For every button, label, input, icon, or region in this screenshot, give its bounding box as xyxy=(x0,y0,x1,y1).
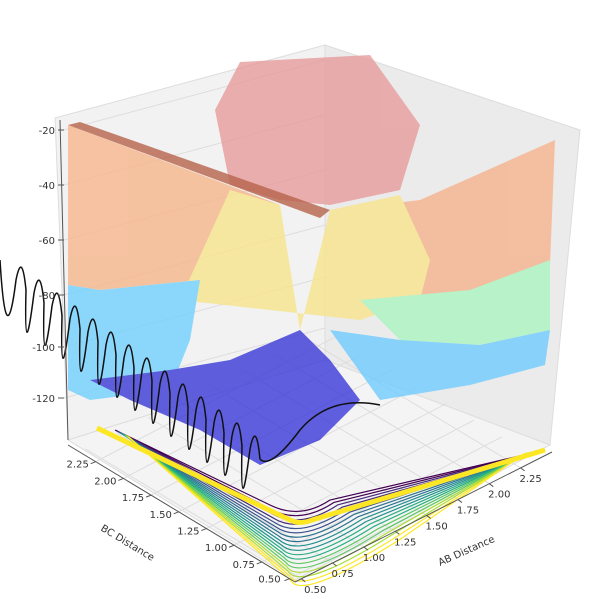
y-tick xyxy=(118,477,124,481)
contour-line xyxy=(124,434,531,565)
contour-outer-line xyxy=(95,425,546,525)
x-axis-label: AB Distance xyxy=(437,534,497,569)
y-tick-label: 1.25 xyxy=(177,527,199,538)
y-tick-label: 1.75 xyxy=(122,493,144,504)
y-tick xyxy=(284,578,290,582)
x-tick-label: 2.00 xyxy=(488,490,510,501)
trajectory-line xyxy=(0,259,381,489)
z-tick-label: -60 xyxy=(39,236,55,247)
x-tick-label: 2.25 xyxy=(520,474,542,485)
y-tick xyxy=(201,528,207,532)
x-grid-line xyxy=(147,416,365,548)
contour-line xyxy=(128,436,525,587)
surface-valley xyxy=(90,330,360,465)
z-tick-label: -20 xyxy=(39,126,55,137)
contour-line xyxy=(123,433,533,560)
x-tick-label: 0.50 xyxy=(304,585,326,596)
z-tick-label: -100 xyxy=(32,343,55,354)
y-tick-label: 2.25 xyxy=(67,460,89,471)
x-tick-label: 1.25 xyxy=(394,537,416,548)
y-tick-label: 2.00 xyxy=(94,476,116,487)
x-tick xyxy=(394,530,400,535)
y-tick xyxy=(228,544,235,548)
x-tick xyxy=(489,483,494,488)
y-grid-line xyxy=(178,386,419,513)
x-tick xyxy=(520,467,525,472)
bc-axis-line xyxy=(67,444,296,583)
contour-line xyxy=(126,435,528,578)
x-tick-label: 1.50 xyxy=(426,521,448,532)
z-tick-label: -80 xyxy=(39,291,55,302)
contour-line xyxy=(121,432,536,547)
contour-line xyxy=(125,434,530,569)
x-tick xyxy=(363,546,369,551)
y-tick xyxy=(90,461,96,465)
contour-line xyxy=(118,431,540,534)
y-tick-label: 0.75 xyxy=(233,560,255,571)
x-tick-label: 1.75 xyxy=(457,506,479,517)
x-tick xyxy=(332,562,337,567)
y-grid-line xyxy=(206,403,447,529)
x-tick-label: 1.00 xyxy=(363,553,385,564)
z-tick-label: -40 xyxy=(39,181,55,192)
y-axis-label: BC Distance xyxy=(98,523,156,564)
z-axis-line xyxy=(59,119,69,441)
contour-line xyxy=(119,431,538,538)
x-tick xyxy=(457,499,463,503)
contour-line xyxy=(114,429,546,513)
y-tick xyxy=(145,494,152,498)
surface-green-band xyxy=(360,260,550,345)
y-tick-label: 1.50 xyxy=(150,510,172,521)
x-tick-label: 0.75 xyxy=(331,569,353,580)
surface-blue-band-right xyxy=(330,330,550,400)
y-tick xyxy=(256,561,262,565)
contour-line xyxy=(120,432,537,543)
y-tick xyxy=(173,511,179,515)
surface-mid-band xyxy=(180,190,430,330)
surface-blue-band-left xyxy=(68,280,200,400)
trajectory-path xyxy=(0,259,381,489)
contour-lines xyxy=(95,425,546,587)
surface-top-band xyxy=(215,55,420,205)
x-tick xyxy=(426,515,431,519)
contour-line xyxy=(125,435,529,573)
y-tick-label: 1.00 xyxy=(205,543,227,554)
y-tick-label: 0.50 xyxy=(258,575,280,586)
surface-back-edge xyxy=(68,122,330,218)
contour-line xyxy=(127,435,527,582)
z-tick-label: -120 xyxy=(32,394,55,405)
contour-line xyxy=(122,433,534,556)
contour-line xyxy=(121,433,535,551)
x-tick xyxy=(300,578,306,583)
y-grid-line xyxy=(233,419,475,546)
potential-surface xyxy=(68,55,555,465)
ab-axis-line xyxy=(294,451,553,583)
